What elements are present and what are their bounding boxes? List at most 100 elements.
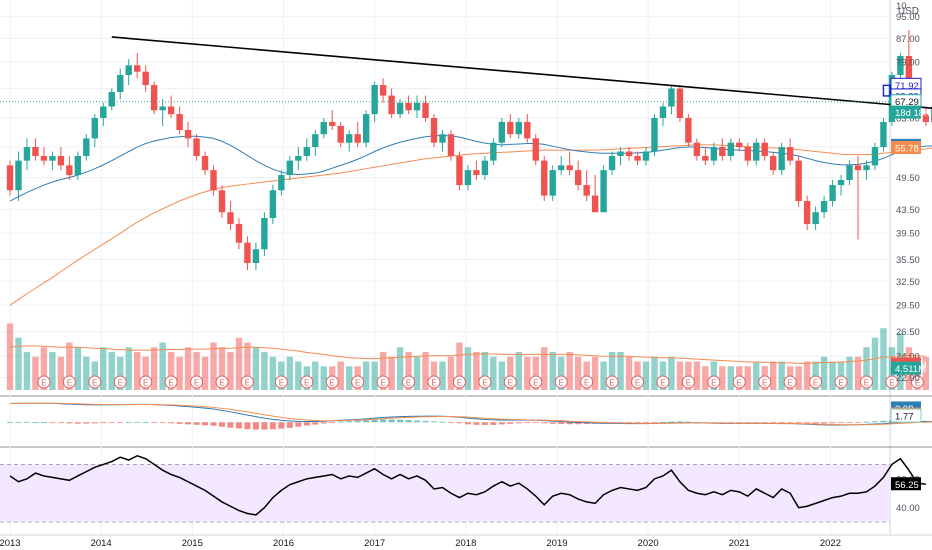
earnings-marker-label: E	[279, 379, 284, 388]
macd-histogram-bar	[761, 422, 768, 424]
macd-histogram-bar	[261, 422, 268, 430]
volume-bar	[49, 352, 56, 390]
candle-body	[15, 160, 22, 191]
volume-bar	[176, 356, 183, 390]
volume-bar	[286, 356, 294, 390]
macd-histogram-bar	[159, 422, 166, 424]
volume-bar	[244, 342, 251, 390]
candle-body	[295, 156, 302, 161]
volume-bar	[820, 356, 828, 390]
macd-histogram-bar	[456, 422, 463, 424]
macd-histogram-bar	[142, 422, 149, 423]
volume-bar	[15, 337, 22, 390]
earnings-marker-label: E	[355, 379, 360, 388]
macd-histogram-bar	[532, 422, 539, 424]
volume-bar	[473, 352, 480, 390]
candle-body	[727, 142, 734, 157]
candle-body	[269, 190, 277, 219]
volume-bar	[74, 347, 82, 390]
earnings-marker	[325, 375, 339, 389]
volume-bar	[600, 361, 607, 390]
year-tick-label: 2016	[273, 538, 294, 549]
volume-bar	[379, 352, 387, 390]
macd-histogram-bar	[498, 422, 505, 425]
candle-body	[235, 223, 243, 243]
earnings-marker	[605, 375, 619, 389]
macd-histogram-bar	[354, 420, 361, 423]
macd-histogram-bar	[244, 422, 251, 430]
volume-bar	[693, 361, 701, 390]
earnings-marker	[351, 375, 365, 389]
price-tick-label-top: 10	[896, 1, 907, 12]
candle-body	[880, 121, 887, 148]
candle-body	[201, 156, 209, 171]
candle-body	[134, 65, 141, 72]
macd-histogram-bar	[185, 422, 192, 425]
volume-bar	[524, 356, 531, 390]
volume-bar	[481, 352, 489, 390]
candle-body	[634, 156, 641, 161]
candle-body	[617, 151, 624, 157]
price-pane	[0, 29, 932, 306]
candle-body	[83, 138, 90, 157]
macd-histogram-bar	[575, 422, 582, 425]
candle-body	[863, 165, 870, 171]
macd-histogram-bar	[558, 422, 565, 425]
candle-body	[125, 65, 132, 75]
price-tick-label: 49.50	[896, 173, 920, 184]
volume-bar	[227, 352, 234, 390]
macd-histogram-bar	[23, 421, 30, 423]
volume-bar	[549, 352, 556, 390]
candle-body	[371, 85, 378, 115]
range-box	[882, 84, 891, 97]
earnings-marker-label: E	[482, 379, 487, 388]
candle-body	[524, 121, 531, 139]
macd-histogram-bar	[855, 422, 861, 424]
volume-bar	[269, 356, 277, 390]
macd-histogram-bar	[295, 422, 302, 427]
volume-bar	[167, 352, 175, 390]
earnings-marker-label: E	[533, 379, 538, 388]
candle-body	[846, 165, 853, 181]
volume-bar	[201, 356, 209, 390]
earnings-marker	[631, 375, 645, 389]
macd-histogram-bar	[634, 422, 641, 424]
macd-histogram-bar	[74, 422, 81, 424]
candle-body	[583, 185, 590, 196]
candle-body	[897, 55, 904, 75]
last-price-label: 67.29	[895, 97, 919, 108]
earnings-marker-label: E	[219, 379, 224, 388]
volume-bar	[464, 347, 472, 390]
candle-body	[303, 147, 310, 157]
time-axis[interactable]: 2013 2014 2015 2016 2017 2018 2019 2020 2021 2022	[0, 534, 932, 549]
volume-bar	[218, 347, 226, 390]
earnings-marker	[783, 375, 797, 389]
macd-histogram-bar	[838, 422, 845, 424]
earnings-marker-label: E	[609, 379, 614, 388]
macd-histogram-bar	[337, 421, 344, 423]
candle-body	[430, 117, 438, 143]
earnings-marker	[215, 375, 229, 389]
year-tick-label: 2014	[91, 538, 112, 549]
volume-ma-line	[9, 345, 926, 364]
earnings-marker	[37, 375, 51, 389]
volume-bar	[625, 356, 633, 390]
earnings-marker-label: E	[915, 379, 920, 388]
macd-histogram-bar	[286, 422, 293, 428]
candle-body	[49, 156, 56, 161]
earnings-marker	[529, 375, 543, 389]
volume-bar	[642, 361, 650, 390]
price-axis[interactable]: 95.0087.0079.0071.0063.0056.0049.5043.50…	[890, 1, 929, 514]
volume-bar	[863, 347, 870, 390]
candle-body	[795, 160, 802, 202]
macd-histogram-bar	[744, 422, 751, 424]
macd-histogram-bar	[812, 422, 819, 424]
year-tick-label: 2019	[546, 538, 567, 549]
candle-body	[473, 170, 480, 176]
volume-bar	[846, 356, 853, 390]
macd-histogram-bar	[804, 422, 811, 424]
candle-body	[176, 114, 183, 131]
year-tick-label: 2020	[638, 538, 659, 549]
candle-body	[91, 117, 98, 139]
